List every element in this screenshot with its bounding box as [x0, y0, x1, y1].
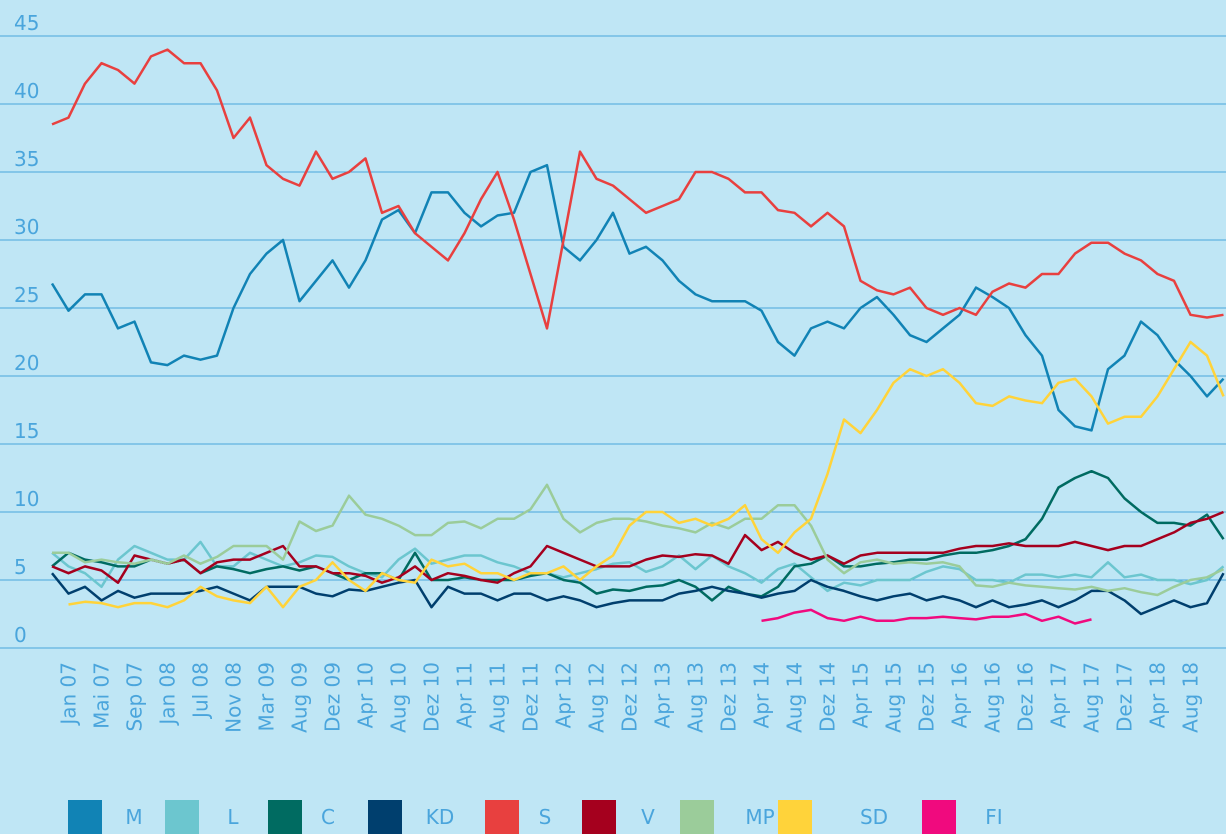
y-tick-label: 25	[14, 283, 39, 307]
x-tick-label: Apr 17	[1047, 662, 1071, 728]
series-line	[50, 163, 1225, 432]
x-tick-label: Sep 07	[123, 662, 147, 732]
x-tick-label: Aug 16	[981, 662, 1005, 733]
legend-swatch	[268, 800, 302, 834]
x-tick-label: Dez 09	[321, 662, 345, 732]
y-tick-label: 40	[14, 79, 39, 103]
legend-label: SD	[860, 805, 888, 829]
x-tick-label: Aug 10	[387, 662, 411, 733]
x-tick-label: Dez 10	[420, 662, 444, 732]
legend-label: V	[641, 805, 655, 829]
legend-swatch	[68, 800, 102, 834]
series-line	[51, 510, 1224, 584]
legend-swatch	[922, 800, 956, 834]
x-tick-label: Mai 07	[90, 662, 114, 729]
legend-label: M	[125, 805, 142, 829]
x-tick-label: Aug 18	[1179, 662, 1203, 733]
x-tick-label: Aug 09	[288, 662, 312, 733]
series-line	[51, 540, 1225, 593]
x-tick-label: Dez 12	[618, 662, 642, 732]
x-tick-label: Apr 16	[948, 662, 972, 728]
x-tick-label: Aug 17	[1080, 662, 1104, 733]
x-tick-label: Aug 13	[684, 662, 708, 733]
y-tick-label: 5	[14, 555, 27, 579]
x-tick-label: Apr 14	[750, 662, 774, 728]
x-tick-label: Apr 18	[1146, 662, 1170, 728]
legend-label: KD	[426, 805, 455, 829]
legend-label: MP	[745, 805, 774, 829]
x-tick-label: Jul 08	[189, 662, 213, 720]
series-line	[761, 608, 1092, 625]
legend-swatch	[778, 800, 812, 834]
x-tick-label: Aug 12	[585, 662, 609, 733]
y-tick-label: 0	[14, 623, 27, 647]
y-tick-label: 30	[14, 215, 39, 239]
y-tick-label: 15	[14, 419, 39, 443]
x-tick-label: Aug 14	[783, 662, 807, 733]
series-line	[51, 469, 1225, 602]
legend-label: S	[539, 805, 552, 829]
legend-swatch	[485, 800, 519, 834]
series-line	[51, 48, 1224, 330]
x-tick-label: Dez 11	[519, 662, 543, 732]
series-line	[51, 572, 1225, 616]
x-tick-label: Nov 08	[222, 662, 246, 733]
y-tick-label: 35	[14, 147, 39, 171]
x-tick-label: Apr 11	[453, 662, 477, 728]
x-tick-label: Dez 16	[1014, 662, 1038, 732]
series-line	[52, 483, 1225, 597]
legend-swatch	[165, 800, 199, 834]
y-tick-label: 45	[14, 11, 39, 35]
x-tick-label: Jan 07	[57, 662, 81, 727]
x-tick-label: Apr 15	[849, 662, 873, 728]
y-tick-label: 10	[14, 487, 39, 511]
y-tick-label: 20	[14, 351, 39, 375]
legend-label: FI	[985, 805, 1002, 829]
legend-label: C	[321, 805, 335, 829]
x-tick-label: Mar 09	[255, 662, 279, 732]
series-line	[68, 340, 1225, 609]
legend-swatch	[582, 800, 616, 834]
x-tick-label: Apr 10	[354, 662, 378, 728]
x-tick-label: Dez 13	[717, 662, 741, 732]
legend-label: L	[227, 805, 239, 829]
x-tick-label: Apr 13	[651, 662, 675, 728]
x-tick-label: Jan 08	[156, 662, 180, 727]
x-tick-label: Dez 17	[1113, 662, 1137, 732]
x-tick-label: Apr 12	[552, 662, 576, 728]
legend-swatch	[368, 800, 402, 834]
x-tick-label: Dez 15	[915, 662, 939, 732]
x-tick-label: Dez 14	[816, 662, 840, 732]
x-tick-label: Aug 11	[486, 662, 510, 733]
legend-swatch	[680, 800, 714, 834]
x-tick-label: Aug 15	[882, 662, 906, 733]
